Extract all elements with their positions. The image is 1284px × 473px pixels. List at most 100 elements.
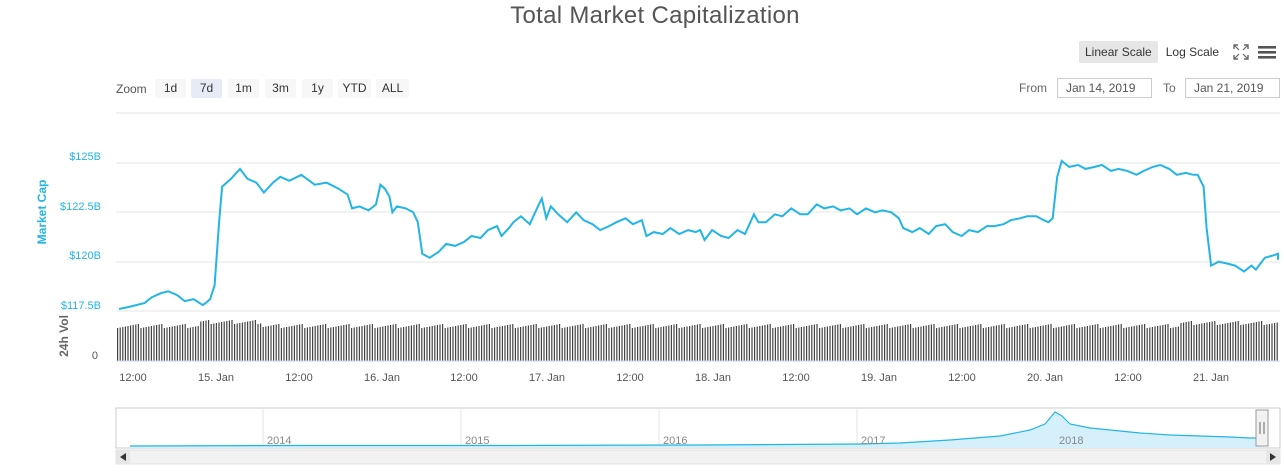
volume-bar	[972, 325, 974, 361]
volume-bar	[793, 324, 795, 361]
volume-bar	[538, 328, 540, 361]
x-tick-label: 15. Jan	[198, 372, 234, 384]
volume-bars	[117, 320, 1278, 361]
volume-bar	[231, 320, 233, 361]
volume-bar	[785, 325, 787, 361]
zoom-all-button[interactable]: ALL	[376, 79, 409, 98]
zoom-ytd-button[interactable]: YTD	[338, 79, 371, 98]
volume-bar	[1055, 327, 1057, 361]
volume-bar	[351, 328, 353, 361]
volume-bar	[1183, 322, 1185, 361]
volume-bar	[228, 320, 230, 361]
volume-bar	[392, 324, 394, 361]
fullscreen-icon[interactable]	[1233, 44, 1249, 65]
navigator[interactable]: 2014 2015 2016 2017 2018	[115, 407, 1281, 449]
volume-bar	[1151, 327, 1153, 361]
x-tick-label: 21. Jan	[1193, 372, 1229, 384]
volume-bar	[982, 328, 984, 361]
volume-bar	[1120, 324, 1122, 361]
volume-bar	[1271, 323, 1273, 361]
volume-bar	[868, 327, 870, 361]
volume-bar	[1034, 327, 1036, 361]
volume-bar	[1079, 327, 1081, 361]
volume-bar	[865, 328, 867, 361]
volume-bar	[1029, 328, 1031, 361]
volume-bar	[561, 328, 563, 361]
volume-bar	[959, 328, 961, 361]
volume-bar	[374, 328, 376, 361]
volume-bar	[689, 326, 691, 361]
volume-bar	[421, 328, 423, 361]
volume-bar	[442, 324, 444, 361]
volume-bar	[798, 327, 800, 361]
volume-bar	[1014, 326, 1016, 361]
volume-bar	[195, 326, 197, 361]
volume-bar	[631, 328, 633, 361]
zoom-7d-button[interactable]: 7d	[191, 79, 222, 98]
volume-bar	[397, 328, 399, 361]
volume-bar	[702, 328, 704, 361]
volume-bar	[455, 326, 457, 361]
volume-bar	[252, 320, 254, 361]
volume-bar	[122, 327, 124, 361]
volume-bar	[1229, 322, 1231, 361]
volume-bar	[384, 326, 386, 361]
volume-bar	[1149, 327, 1151, 361]
volume-bar	[423, 327, 425, 361]
volume-bar	[967, 326, 969, 361]
volume-bar	[145, 327, 147, 361]
volume-bar	[988, 327, 990, 361]
volume-bar	[1084, 326, 1086, 361]
volume-bar	[148, 326, 150, 361]
zoom-1y-button[interactable]: 1y	[302, 79, 333, 98]
volume-bar	[696, 324, 698, 361]
volume-bar	[1118, 324, 1120, 361]
from-date-input[interactable]	[1057, 78, 1152, 98]
linear-scale-button[interactable]: Linear Scale	[1079, 41, 1158, 63]
volume-bar	[728, 327, 730, 361]
menu-icon[interactable]	[1258, 44, 1276, 65]
volume-bar	[239, 323, 241, 361]
log-scale-button[interactable]: Log Scale	[1165, 45, 1220, 59]
volume-bar	[1201, 323, 1203, 361]
volume-bar	[202, 321, 204, 361]
volume-bar	[564, 327, 566, 361]
volume-bar	[639, 326, 641, 361]
volume-bar	[904, 325, 906, 361]
volume-bar	[187, 328, 189, 361]
market-cap-line	[118, 159, 1279, 310]
volume-bar	[379, 327, 381, 361]
volume-bar	[1003, 324, 1005, 361]
volume-bar	[1219, 324, 1221, 361]
navigator-scrollbar[interactable]	[115, 449, 1281, 465]
volume-bar	[863, 324, 865, 361]
volume-bar	[574, 325, 576, 361]
volume-bar	[210, 324, 212, 361]
volume-bar	[124, 326, 126, 361]
volume-bar	[1058, 327, 1060, 361]
zoom-1d-button[interactable]: 1d	[155, 79, 186, 98]
volume-bar	[460, 325, 462, 361]
zoom-1m-button[interactable]: 1m	[228, 79, 259, 98]
volume-bar	[951, 325, 953, 361]
volume-bar	[644, 325, 646, 361]
navigator-handle[interactable]	[1255, 409, 1269, 447]
volume-bar	[834, 325, 836, 361]
volume-bar	[158, 324, 160, 361]
volume-bar	[426, 327, 428, 361]
volume-bar	[707, 327, 709, 361]
volume-bar	[605, 324, 607, 361]
volume-bar	[137, 324, 139, 361]
to-date-input[interactable]	[1185, 78, 1280, 98]
volume-bar	[876, 326, 878, 361]
zoom-3m-button[interactable]: 3m	[265, 79, 296, 98]
volume-bar	[410, 325, 412, 361]
volume-bar	[941, 327, 943, 361]
volume-bar	[280, 328, 282, 361]
volume-bar	[192, 327, 194, 361]
volume-bar	[179, 325, 181, 361]
volume-bar	[657, 327, 659, 361]
volume-bar	[1092, 325, 1094, 361]
navigator-year-label: 2015	[465, 435, 489, 447]
